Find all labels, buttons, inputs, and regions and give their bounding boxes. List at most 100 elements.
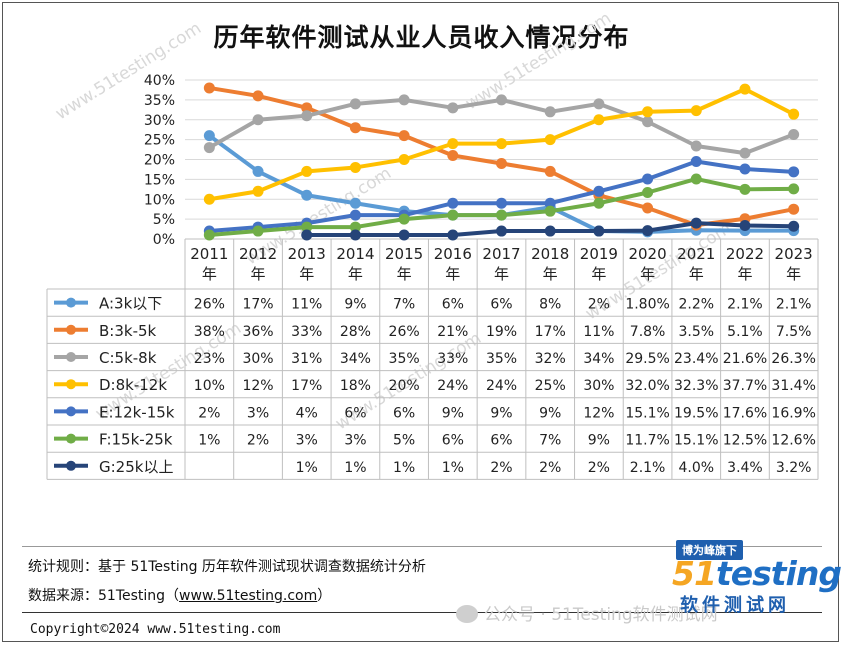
data-label: 23.4% [674,351,718,367]
data-label: 1% [442,460,464,476]
data-point [593,225,605,237]
x-category-label: 年 [640,265,655,283]
x-category-label: 2023 [775,245,813,263]
data-label: 1% [296,460,318,476]
x-category-label: 2019 [580,245,618,263]
data-label: 5% [393,433,415,449]
data-point [593,114,605,126]
data-label: 30% [583,378,614,394]
data-point [447,229,459,241]
data-label: 1% [198,433,220,449]
y-tick-label: 20% [144,153,175,169]
data-point [349,98,361,110]
x-category-label: 年 [591,265,606,283]
data-point [690,217,702,229]
data-label: 36% [242,324,273,340]
data-point [690,173,702,185]
x-category-label: 2017 [482,245,520,263]
data-point [496,225,507,237]
y-tick-label: 40% [144,73,175,89]
data-label: 28% [340,324,371,340]
chart-title: 历年软件测试从业人员收入情况分布 [213,23,630,52]
data-source-link[interactable]: www.51testing.com [179,588,318,604]
data-label: 8% [539,297,561,313]
data-point [496,209,507,221]
x-category-label: 年 [543,265,558,283]
logo-wordmark: 51testing [672,554,842,593]
data-label: 20% [389,378,420,394]
data-point [301,110,313,122]
data-label: 32.3% [674,378,718,394]
data-label: 33% [291,324,322,340]
data-label: 12.6% [771,433,815,449]
data-label: 1% [344,460,366,476]
data-point [788,108,800,120]
y-tick-label: 25% [144,133,175,149]
y-tick-label: 30% [144,113,175,129]
data-point [447,197,459,209]
data-label: 1.80% [625,297,669,313]
data-label: 6% [344,405,366,421]
y-tick-label: 10% [144,192,175,208]
x-category-label: 2016 [434,245,472,263]
data-label: 31.4% [771,378,815,394]
data-label: 5.1% [727,324,763,340]
data-label: 3% [247,405,269,421]
data-point [593,98,605,110]
legend-label: A:3k以下 [99,295,162,313]
line-chart: www.51testing.comwww.51testing.comwww.51… [46,8,819,480]
data-point [398,154,410,165]
data-label: 9% [490,405,512,421]
data-label: 2% [247,433,269,449]
watermark-text: www.51testing.com [52,18,205,124]
data-point [788,220,800,232]
data-label: 3% [344,433,366,449]
data-point [788,183,800,195]
data-point [398,229,410,241]
legend-label: F:15k-25k [99,431,173,449]
data-label: 6% [490,297,512,313]
legend-key-marker [66,406,76,417]
data-label: 21.6% [723,351,767,367]
legend-key-marker [66,324,76,335]
data-label: 7% [393,297,415,313]
data-point [301,229,313,241]
x-category-label: 2011 [190,245,228,263]
data-point [739,147,751,159]
data-label: 32.0% [625,378,669,394]
data-label: 38% [194,324,225,340]
data-label: 11% [291,297,322,313]
data-point [788,166,800,178]
x-category-label: 年 [348,265,363,283]
legend-key-marker [66,433,76,444]
x-category-label: 2015 [385,245,423,263]
data-label: 3.2% [776,460,812,476]
data-label: 2% [539,460,561,476]
data-label: 35% [389,351,420,367]
data-label: 17.6% [723,405,767,421]
x-category-label: 年 [445,265,460,283]
data-point [203,82,215,94]
y-tick-label: 5% [153,212,175,228]
data-label: 11% [583,324,614,340]
data-point [203,130,215,142]
data-label: 24% [486,378,517,394]
data-point [349,221,361,233]
data-point [544,106,556,118]
data-point [496,138,507,150]
data-label: 26.3% [771,351,815,367]
data-point [447,150,459,162]
data-point [544,165,556,177]
data-label: 2.2% [678,297,714,313]
data-label: 9% [344,297,366,313]
data-label: 6% [442,433,464,449]
wechat-watermark: 公众号 · 51Testing软件测试网 [456,600,718,625]
legend-label: C:5k-8k [99,349,157,367]
data-label: 16.9% [771,405,815,421]
data-label: 32% [535,351,566,367]
data-point [739,83,751,95]
watermark-text: www.51testing.com [462,8,615,114]
legend-key-marker [66,352,76,362]
data-point [690,140,702,152]
data-point [642,202,654,214]
